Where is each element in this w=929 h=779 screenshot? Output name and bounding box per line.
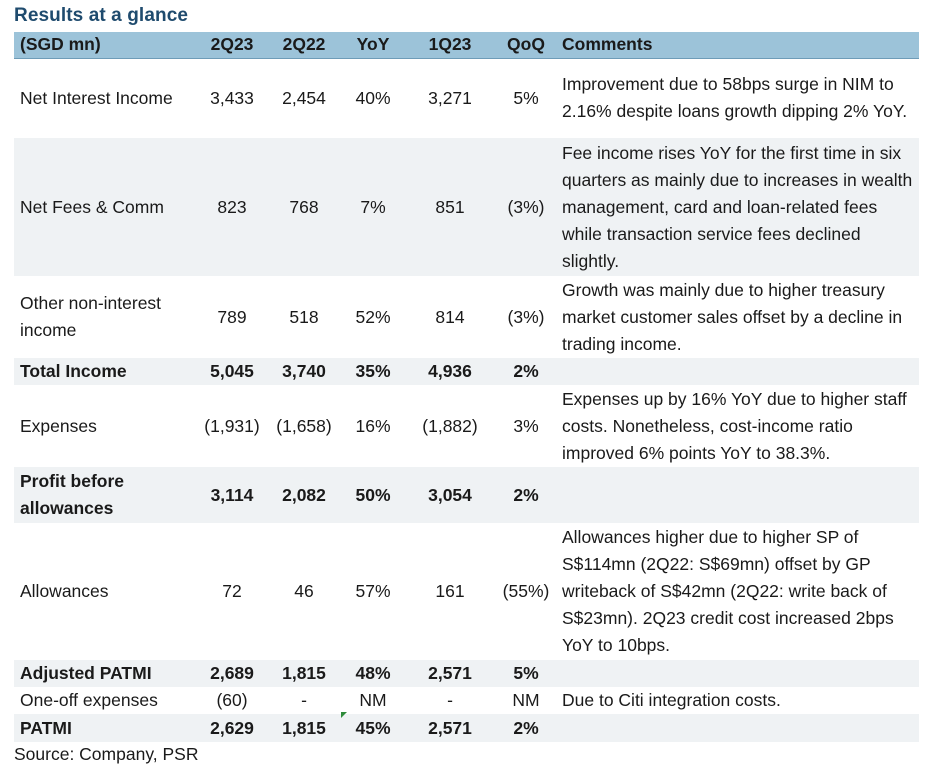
row-label: Allowances	[20, 581, 109, 601]
cell-2q23: 72	[222, 581, 242, 601]
cell-qoq: (55%)	[502, 581, 550, 601]
cell-2q23: (60)	[216, 690, 248, 710]
cell-1q23: -	[447, 690, 453, 710]
header-2q22: 2Q22	[266, 32, 342, 59]
cell-yoy: 16%	[355, 415, 391, 436]
row-label: Other non-interest income	[20, 293, 162, 340]
table-header-row: (SGD mn) 2Q23 2Q22 YoY 1Q23 QoQ Comments	[14, 32, 919, 59]
row-label: Adjusted PATMI	[20, 663, 152, 683]
cell-yoy: NM	[359, 690, 387, 710]
page-title: Results at a glance	[14, 5, 189, 26]
cell-qoq: 2%	[513, 484, 539, 505]
cell-qoq: 5%	[513, 87, 539, 108]
table-row: Profit before allowances 3,114 2,082 50%…	[14, 467, 919, 523]
cell-1q23: 851	[435, 196, 465, 217]
row-label: One-off expenses	[20, 690, 158, 710]
cell-2q23: 823	[217, 196, 247, 217]
cell-comment	[556, 467, 919, 523]
cell-comment-marker-icon	[341, 712, 347, 718]
table-row: Adjusted PATMI 2,689 1,815 48% 2,571 5%	[14, 660, 919, 687]
header-qoq: QoQ	[496, 32, 556, 59]
cell-2q23: (1,931)	[204, 415, 260, 436]
header-comments: Comments	[556, 32, 919, 59]
cell-2q22: 46	[294, 581, 314, 601]
source-note: Source: Company, PSR	[14, 744, 199, 764]
table-row: Expenses (1,931) (1,658) 16% (1,882) 3% …	[14, 385, 919, 467]
cell-1q23: 3,054	[428, 484, 472, 505]
cell-1q23: 814	[435, 306, 465, 327]
cell-2q22: (1,658)	[276, 415, 332, 436]
cell-1q23: 4,936	[428, 361, 472, 381]
row-label: Net Interest Income	[20, 87, 173, 108]
header-yoy: YoY	[342, 32, 404, 59]
cell-2q22: 3,740	[282, 361, 326, 381]
cell-1q23: 3,271	[428, 87, 472, 108]
cell-2q23: 2,629	[210, 717, 254, 738]
cell-comment: Growth was mainly due to higher treasury…	[562, 279, 903, 354]
results-table: (SGD mn) 2Q23 2Q22 YoY 1Q23 QoQ Comments…	[14, 32, 919, 742]
header-2q23: 2Q23	[198, 32, 266, 59]
cell-comment: Due to Citi integration costs.	[562, 690, 781, 710]
header-label: (SGD mn)	[14, 32, 198, 59]
row-label: Total Income	[20, 361, 127, 381]
cell-2q23: 3,433	[210, 87, 254, 108]
cell-comment: Fee income rises YoY for the first time …	[562, 142, 913, 271]
table-row: Net Interest Income 3,433 2,454 40% 3,27…	[14, 58, 919, 138]
cell-yoy: 57%	[355, 581, 391, 601]
cell-2q22: 2,454	[282, 87, 326, 108]
cell-2q22: 1,815	[282, 663, 326, 683]
cell-2q22: 1,815	[282, 717, 326, 738]
table-row: Net Fees & Comm 823 768 7% 851 (3%) Fee …	[14, 138, 919, 276]
table-row: Allowances 72 46 57% 161 (55%) Allowance…	[14, 523, 919, 660]
table-row: PATMI 2,629 1,815 45% 2,571 2%	[14, 714, 919, 742]
table-row: One-off expenses (60) - NM - NM Due to C…	[14, 687, 919, 714]
row-label: Expenses	[20, 415, 97, 436]
cell-2q23: 789	[217, 306, 247, 327]
cell-comment	[556, 358, 919, 385]
cell-1q23: 2,571	[428, 663, 472, 683]
cell-yoy: 45%	[355, 717, 391, 738]
cell-comment	[556, 660, 919, 687]
cell-2q22: 768	[289, 196, 319, 217]
row-label: Net Fees & Comm	[20, 196, 164, 217]
cell-2q22: 518	[289, 306, 319, 327]
row-label: PATMI	[20, 717, 72, 738]
cell-2q23: 2,689	[210, 663, 254, 683]
cell-qoq: 2%	[513, 717, 539, 738]
cell-qoq: 2%	[513, 361, 539, 381]
cell-1q23: 161	[435, 581, 465, 601]
cell-yoy: 35%	[355, 361, 391, 381]
table-row: Total Income 5,045 3,740 35% 4,936 2%	[14, 358, 919, 385]
cell-2q23: 5,045	[210, 361, 254, 381]
cell-comment: Allowances higher due to higher SP of S$…	[562, 527, 894, 655]
cell-1q23: (1,882)	[422, 415, 478, 436]
cell-comment	[556, 714, 919, 742]
cell-yoy: 48%	[355, 663, 391, 683]
cell-2q22: 2,082	[282, 484, 326, 505]
cell-qoq: (3%)	[507, 306, 545, 327]
cell-yoy: 7%	[360, 196, 386, 217]
cell-comment: Expenses up by 16% YoY due to higher sta…	[562, 388, 907, 463]
cell-2q23: 3,114	[210, 484, 254, 505]
row-label: Profit before allowances	[20, 471, 125, 518]
cell-yoy: 50%	[355, 484, 391, 505]
cell-yoy: 52%	[355, 306, 391, 327]
header-1q23: 1Q23	[404, 32, 496, 59]
cell-2q22: -	[301, 690, 307, 710]
cell-qoq: NM	[512, 690, 540, 710]
cell-1q23: 2,571	[428, 717, 472, 738]
cell-comment: Improvement due to 58bps surge in NIM to…	[562, 74, 908, 122]
table-row: Other non-interest income 789 518 52% 81…	[14, 276, 919, 358]
cell-qoq: 3%	[513, 415, 539, 436]
cell-yoy: 40%	[355, 87, 391, 108]
cell-qoq: (3%)	[507, 196, 545, 217]
cell-qoq: 5%	[513, 663, 539, 683]
